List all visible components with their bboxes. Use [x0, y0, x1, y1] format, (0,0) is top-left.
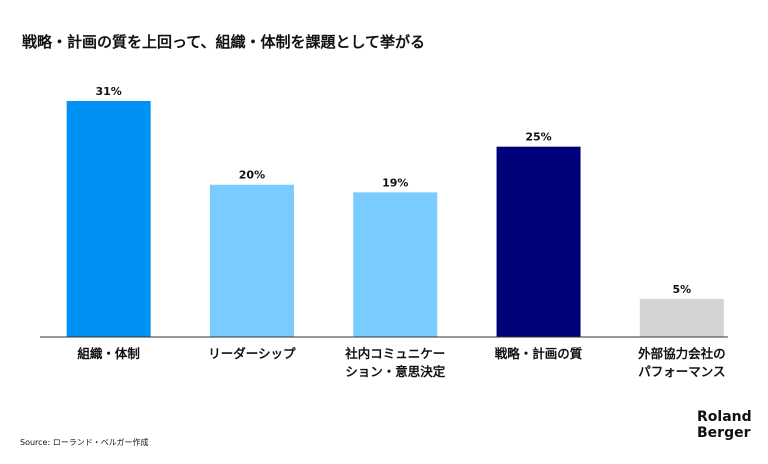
bar: [66, 101, 151, 337]
x-tick-label: 外部協力会社の パフォーマンス: [638, 346, 726, 379]
bar: [209, 184, 294, 337]
source: Source: ローランド・ベルガー作成: [20, 438, 149, 447]
value-label: 20%: [239, 169, 265, 182]
value-label: 19%: [382, 176, 408, 189]
value-label: 5%: [673, 283, 692, 296]
logo: Roland Berger: [697, 409, 752, 441]
bar: [353, 192, 438, 337]
value-label: 31%: [95, 85, 121, 98]
x-tick-label: 戦略・計画の質: [494, 346, 583, 361]
bar: [639, 298, 724, 337]
x-tick-label: 社内コミュニケー ション・意思決定: [345, 346, 446, 379]
chart-title: 戦略・計画の質を上回って、組織・体制を課題として挙がる: [22, 33, 426, 51]
value-label: 25%: [525, 131, 551, 144]
bar: [496, 146, 581, 337]
x-tick-label: リーダーシップ: [208, 346, 296, 361]
x-tick-label: 組織・体制: [77, 346, 140, 361]
